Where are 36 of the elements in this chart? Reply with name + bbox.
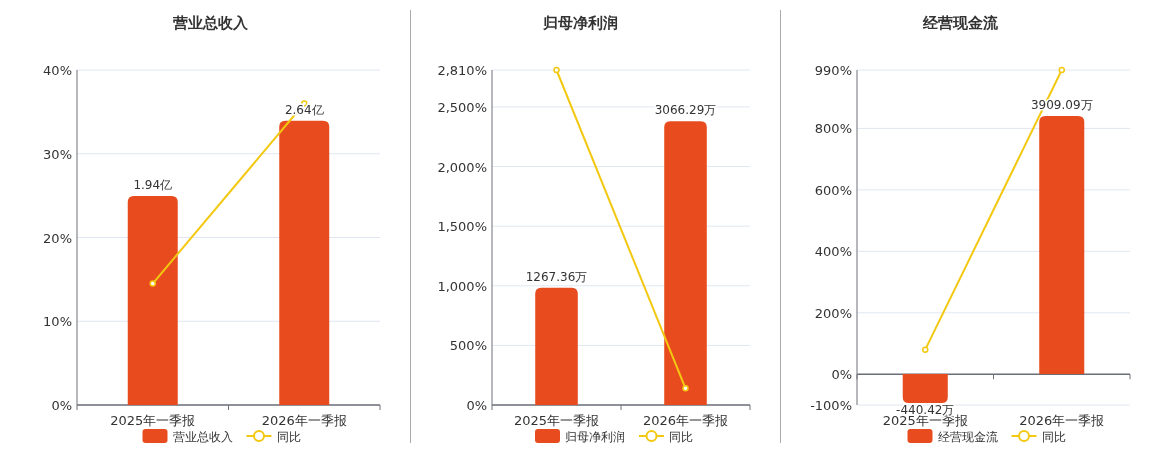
legend-label: 营业总收入	[172, 429, 233, 444]
y-tick-label: 1,500%	[437, 219, 487, 235]
x-tick-label: 2026年一季报	[642, 413, 729, 428]
y-tick-label: -100%	[810, 398, 852, 413]
y-tick-label: 200%	[814, 305, 852, 321]
y-tick-label: 990%	[814, 63, 852, 78]
x-tick-label: 2025年一季报	[513, 413, 600, 428]
y-tick-label: 0%	[466, 398, 487, 413]
legend-label: 同比	[276, 429, 301, 444]
y-tick-label: 40%	[43, 63, 72, 78]
y-tick-label: 30%	[43, 146, 72, 162]
y-tick-label: 1,000%	[437, 278, 487, 294]
y-tick-label: 10%	[43, 314, 72, 330]
y-tick-label: 400%	[814, 244, 852, 260]
y-tick-label: 0%	[831, 367, 852, 383]
chart-title: 经营现金流	[921, 14, 999, 32]
y-tick-label: 2,000%	[437, 159, 487, 175]
y-tick-label: 20%	[43, 230, 72, 246]
legend-label: 归母净利润	[565, 429, 625, 444]
data-label: 1267.36万	[525, 269, 588, 284]
chart-title: 归母净利润	[541, 14, 618, 32]
data-label: 1.94亿	[133, 178, 173, 193]
y-tick-label: 500%	[449, 338, 487, 354]
legend-label: 经营现金流	[937, 429, 998, 444]
x-tick-label: 2026年一季报	[1019, 413, 1105, 428]
x-tick-label: 2026年一季报	[261, 413, 347, 428]
x-tick-label: 2025年一季报	[110, 413, 196, 428]
y-tick-label: 2,500%	[437, 99, 487, 115]
y-tick-label: 600%	[814, 182, 852, 198]
y-tick-label: 0%	[51, 398, 72, 413]
y-tick-label: 2,810%	[437, 63, 487, 78]
legend-label: 同比	[669, 429, 693, 444]
y-tick-label: 800%	[814, 121, 852, 137]
data-label: 3066.29万	[654, 103, 717, 118]
legend-label: 同比	[1041, 429, 1066, 444]
chart-title: 营业总收入	[171, 14, 249, 32]
